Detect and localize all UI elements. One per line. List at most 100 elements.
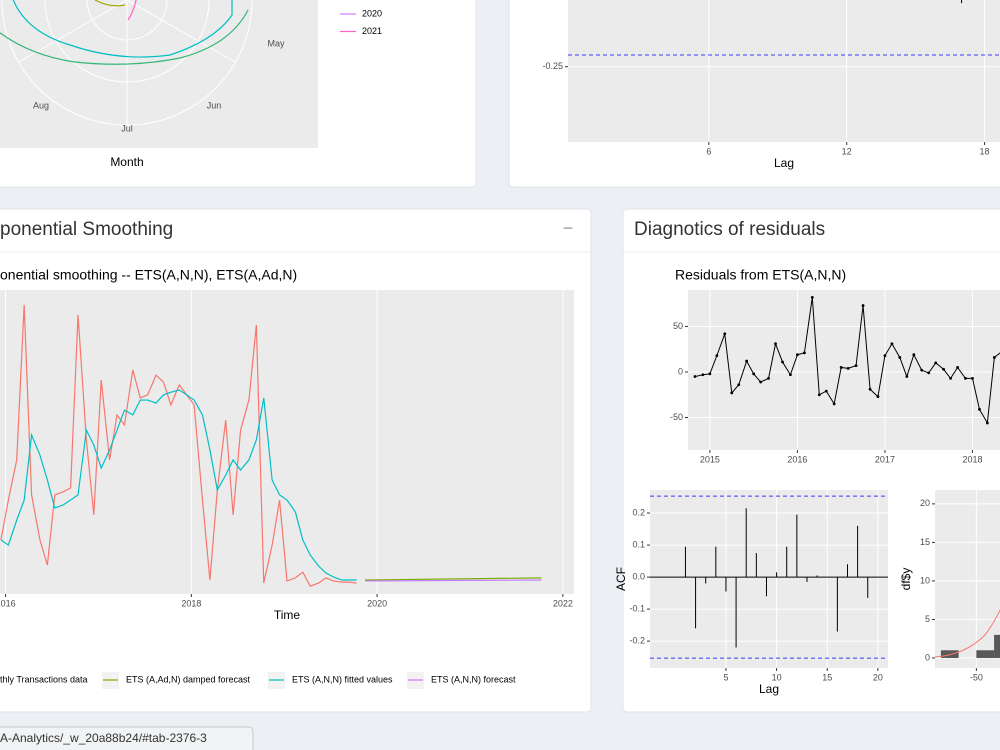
x-tick-label: 20 [873,672,883,682]
x-tick-label: 2018 [181,598,201,608]
point [693,375,697,378]
polar-grid [1,0,253,126]
axis-label: df$y [899,568,913,591]
point [803,351,806,355]
plot-background [688,290,1000,450]
x-tick-label: 2022 [553,598,573,608]
series-line [0,304,357,587]
x-tick-label: 18 [980,146,990,156]
x-tick-label: 2015 [700,454,720,464]
polar-label: Jul [121,123,133,133]
point [715,354,719,358]
histogram-bar [976,650,995,658]
point [846,366,850,370]
point [796,353,799,357]
point [767,376,770,380]
point [752,372,756,376]
axis-label: Lag [759,682,779,696]
point [927,371,931,375]
point [971,376,974,380]
point [701,373,705,377]
y-tick-label: 5 [925,614,930,624]
y-tick-label: 10 [920,575,930,585]
legend-label: 2020 [362,8,382,18]
plot-background [650,490,888,668]
x-tick-label: 6 [706,146,711,156]
point [942,367,945,371]
point [839,366,843,369]
y-tick-label: 15 [920,537,930,547]
point [912,353,916,357]
point [934,361,938,365]
point [905,375,909,378]
polar-line [127,0,137,21]
axis-label: ACF [614,567,628,591]
x-tick-label: 2016 [0,598,16,608]
x-tick-label: 12 [842,146,852,156]
point [978,407,981,411]
legend-label: thly Transactions data [0,674,88,684]
polar-label: Aug [33,100,49,110]
y-tick-label: 0 [678,366,683,376]
y-tick-label: 0.0 [632,571,645,581]
point [832,402,836,406]
x-tick-label: 10 [772,672,782,682]
panel-title: Diagnotics of residuals [634,219,825,240]
point [920,368,924,372]
y-tick-label: 50 [673,321,683,331]
x-tick-label: -50 [970,672,983,682]
density-curve [934,609,1000,658]
plot-background [935,490,1000,668]
y-tick-label: 0.1 [632,539,645,549]
histogram-bar [994,634,1000,658]
polar-line [12,0,233,58]
point [956,366,959,369]
polar-line [0,9,249,65]
point [890,342,894,346]
point [824,389,828,393]
polar-label: Jun [207,100,222,110]
y-tick-label: 0 [925,652,930,662]
x-tick-label: 15 [822,672,832,682]
point [854,364,858,368]
point [868,387,872,391]
point [774,342,777,346]
axis-label: Month [110,155,143,169]
x-tick-label: 2017 [875,454,895,464]
legend-label: ETS (A,N,N) fitted values [292,674,393,684]
point [876,395,880,398]
x-tick-label: 2016 [787,454,807,464]
status-bar [0,726,254,750]
y-tick-label: -0.1 [629,603,645,613]
point [730,391,734,395]
point [810,295,814,299]
x-tick-label: 2018 [962,454,982,464]
point [817,393,821,397]
y-tick-label: -0.25 [542,61,563,71]
polar-line [94,0,126,7]
y-tick-label: -50 [670,412,683,422]
point [781,360,784,364]
axis-label: Time [274,608,301,622]
point [789,373,792,377]
x-tick-label: 2020 [367,598,387,608]
panel-title: ponential Smoothing [0,219,173,240]
point [898,356,902,359]
collapse-button[interactable]: − [563,218,574,238]
point [949,376,952,380]
point [723,332,727,336]
point [745,359,749,363]
legend-label: ETS (A,Ad,N) damped forecast [126,674,251,684]
point [759,380,763,384]
histogram-bar [940,650,959,658]
chart-title: Residuals from ETS(A,N,N) [675,267,846,283]
series-line [0,389,357,581]
x-tick-label: 5 [723,672,728,682]
point [964,376,967,380]
y-tick-label: -0.2 [629,635,645,645]
legend-label: 2021 [362,26,382,36]
chart-title: onential smoothing -- ETS(A,N,N), ETS(A,… [0,267,297,283]
polar-label: May [267,38,285,48]
